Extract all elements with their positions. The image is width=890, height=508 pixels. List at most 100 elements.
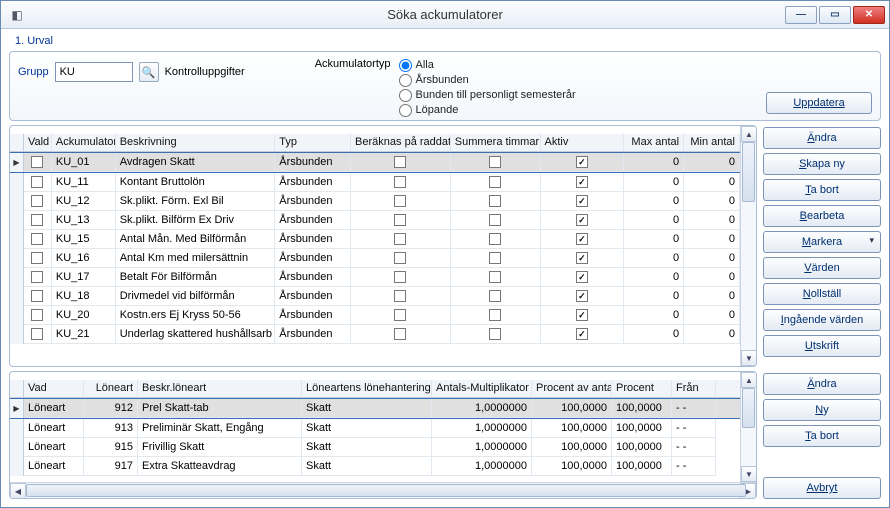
summera-checkbox[interactable] bbox=[489, 271, 501, 283]
aktiv-checkbox[interactable] bbox=[576, 156, 588, 168]
vald-checkbox[interactable] bbox=[31, 328, 43, 340]
vald-checkbox[interactable] bbox=[31, 214, 43, 226]
aktiv-checkbox[interactable] bbox=[576, 233, 588, 245]
ny-button[interactable]: Ny bbox=[763, 399, 881, 421]
grupp-input[interactable] bbox=[55, 62, 133, 82]
vald-checkbox[interactable] bbox=[31, 290, 43, 302]
ack-row[interactable]: KU_13Sk.plikt. Bilförm Ex DrivÅrsbunden0… bbox=[10, 211, 740, 230]
summera-checkbox[interactable] bbox=[489, 309, 501, 321]
scroll-down-icon[interactable]: ▼ bbox=[741, 350, 756, 366]
ack-col-2[interactable]: Beskrivning bbox=[116, 134, 276, 151]
ändra-button[interactable]: Ändra bbox=[763, 127, 881, 149]
aktiv-checkbox[interactable] bbox=[576, 195, 588, 207]
acktyp-radio-0[interactable]: Alla bbox=[399, 58, 576, 72]
ack-row[interactable]: KU_12Sk.plikt. Förm. Exl BilÅrsbunden00 bbox=[10, 192, 740, 211]
summera-checkbox[interactable] bbox=[489, 328, 501, 340]
raddat-checkbox[interactable] bbox=[394, 328, 406, 340]
scroll-down-icon[interactable]: ▼ bbox=[741, 466, 756, 482]
värden-button[interactable]: Värden bbox=[763, 257, 881, 279]
raddat-checkbox[interactable] bbox=[394, 290, 406, 302]
aktiv-checkbox[interactable] bbox=[576, 290, 588, 302]
vald-checkbox[interactable] bbox=[31, 156, 43, 168]
raddat-checkbox[interactable] bbox=[394, 233, 406, 245]
ack-row[interactable]: KU_15Antal Mån. Med BilförmånÅrsbunden00 bbox=[10, 230, 740, 249]
scroll-up-icon[interactable]: ▲ bbox=[741, 126, 756, 142]
aktiv-checkbox[interactable] bbox=[576, 271, 588, 283]
ack-row[interactable]: KU_17Betalt För BilförmånÅrsbunden00 bbox=[10, 268, 740, 287]
vald-checkbox[interactable] bbox=[31, 252, 43, 264]
skapa-ny-button[interactable]: Skapa ny bbox=[763, 153, 881, 175]
ack-col-6[interactable]: Aktiv bbox=[541, 134, 625, 151]
raddat-checkbox[interactable] bbox=[394, 195, 406, 207]
def-row[interactable]: Löneart917Extra SkatteavdragSkatt1,00000… bbox=[10, 457, 740, 476]
def-scrollbar-h[interactable]: ◀ ▶ bbox=[10, 482, 756, 498]
def-col-3[interactable]: Löneartens lönehantering bbox=[302, 380, 432, 397]
ack-row[interactable]: KU_20Kostn.ers Ej Kryss 50-56Årsbunden00 bbox=[10, 306, 740, 325]
close-button[interactable]: ✕ bbox=[853, 6, 885, 24]
summera-checkbox[interactable] bbox=[489, 195, 501, 207]
nollställ-button[interactable]: Nollställ bbox=[763, 283, 881, 305]
ack-row[interactable]: KU_18Drivmedel vid bilförmånÅrsbunden00 bbox=[10, 287, 740, 306]
acktyp-radio-1[interactable]: Årsbunden bbox=[399, 73, 576, 87]
minimize-button[interactable]: — bbox=[785, 6, 817, 24]
ack-col-5[interactable]: Summera timmar bbox=[451, 134, 541, 151]
utskrift-button[interactable]: Utskrift bbox=[763, 335, 881, 357]
def-scrollbar-v[interactable]: ▲ ▼ bbox=[740, 372, 756, 482]
def-col-1[interactable]: Löneart bbox=[84, 380, 138, 397]
aktiv-checkbox[interactable] bbox=[576, 328, 588, 340]
def-col-4[interactable]: Antals-Multiplikator bbox=[432, 380, 532, 397]
ack-row[interactable]: KU_11Kontant BruttolönÅrsbunden00 bbox=[10, 173, 740, 192]
raddat-checkbox[interactable] bbox=[394, 309, 406, 321]
uppdatera-button[interactable]: Uppdatera bbox=[766, 92, 872, 114]
acktyp-radio-3[interactable]: Löpande bbox=[399, 103, 576, 117]
summera-checkbox[interactable] bbox=[489, 252, 501, 264]
def-col-5[interactable]: Procent av antal bbox=[532, 380, 612, 397]
summera-checkbox[interactable] bbox=[489, 156, 501, 168]
summera-checkbox[interactable] bbox=[489, 290, 501, 302]
ack-scrollbar-v[interactable]: ▲ ▼ bbox=[740, 126, 756, 366]
ack-row[interactable]: KU_21Underlag skattered hushållsarbÅrsbu… bbox=[10, 325, 740, 344]
def-col-7[interactable]: Från bbox=[672, 380, 716, 397]
raddat-checkbox[interactable] bbox=[394, 156, 406, 168]
raddat-checkbox[interactable] bbox=[394, 252, 406, 264]
raddat-checkbox[interactable] bbox=[394, 176, 406, 188]
ack-col-4[interactable]: Beräknas på raddat bbox=[351, 134, 451, 151]
ingående-värden-button[interactable]: Ingående värden bbox=[763, 309, 881, 331]
bearbeta-button[interactable]: Bearbeta bbox=[763, 205, 881, 227]
maximize-button[interactable]: ▭ bbox=[819, 6, 851, 24]
ändra-button[interactable]: Ändra bbox=[763, 373, 881, 395]
summera-checkbox[interactable] bbox=[489, 214, 501, 226]
aktiv-checkbox[interactable] bbox=[576, 176, 588, 188]
def-row[interactable]: Löneart915Frivillig SkattSkatt1,00000001… bbox=[10, 438, 740, 457]
scroll-left-icon[interactable]: ◀ bbox=[10, 483, 26, 499]
ack-col-0[interactable]: Vald bbox=[24, 134, 52, 151]
ack-col-1[interactable]: Ackumulator bbox=[52, 134, 116, 151]
def-row[interactable]: ▶Löneart912Prel Skatt-tabSkatt1,00000001… bbox=[10, 398, 740, 419]
summera-checkbox[interactable] bbox=[489, 176, 501, 188]
aktiv-checkbox[interactable] bbox=[576, 252, 588, 264]
ack-col-8[interactable]: Min antal bbox=[684, 134, 740, 151]
vald-checkbox[interactable] bbox=[31, 233, 43, 245]
summera-checkbox[interactable] bbox=[489, 233, 501, 245]
aktiv-checkbox[interactable] bbox=[576, 309, 588, 321]
grupp-lookup-button[interactable]: 🔍 bbox=[139, 62, 159, 82]
aktiv-checkbox[interactable] bbox=[576, 214, 588, 226]
vald-checkbox[interactable] bbox=[31, 195, 43, 207]
scroll-up-icon[interactable]: ▲ bbox=[741, 372, 756, 388]
ta-bort-button[interactable]: Ta bort bbox=[763, 425, 881, 447]
markera-button[interactable]: Markera bbox=[763, 231, 881, 253]
def-row[interactable]: Löneart913Preliminär Skatt, EngångSkatt1… bbox=[10, 419, 740, 438]
vald-checkbox[interactable] bbox=[31, 176, 43, 188]
def-col-6[interactable]: Procent bbox=[612, 380, 672, 397]
ack-col-7[interactable]: Max antal bbox=[624, 134, 684, 151]
ack-row[interactable]: ▶KU_01Avdragen SkattÅrsbunden00 bbox=[10, 152, 740, 173]
vald-checkbox[interactable] bbox=[31, 309, 43, 321]
raddat-checkbox[interactable] bbox=[394, 214, 406, 226]
def-col-0[interactable]: Vad bbox=[24, 380, 84, 397]
avbryt-button[interactable]: Avbryt bbox=[763, 477, 881, 499]
raddat-checkbox[interactable] bbox=[394, 271, 406, 283]
ack-col-3[interactable]: Typ bbox=[275, 134, 351, 151]
ta-bort-button[interactable]: Ta bort bbox=[763, 179, 881, 201]
ack-row[interactable]: KU_16Antal Km med milersättninÅrsbunden0… bbox=[10, 249, 740, 268]
acktyp-radio-2[interactable]: Bunden till personligt semesterår bbox=[399, 88, 576, 102]
